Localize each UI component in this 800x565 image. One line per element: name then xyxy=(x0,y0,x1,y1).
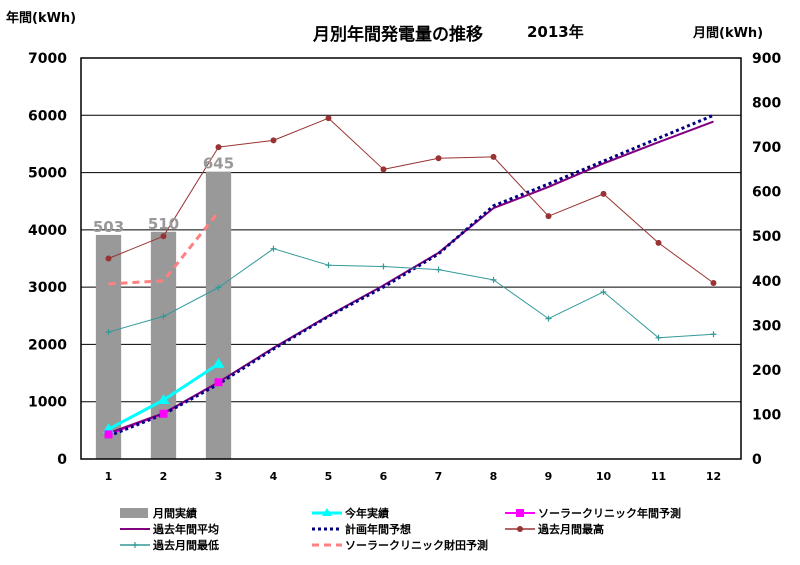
legend-item: 過去月間最低 xyxy=(120,538,219,552)
series-line-4 xyxy=(108,117,714,284)
series-4-point xyxy=(490,153,497,160)
bar-value-label: 503 xyxy=(93,218,124,236)
right-tick-label: 100 xyxy=(752,407,781,423)
plot-border xyxy=(80,57,742,460)
x-tick-label: 5 xyxy=(325,470,333,483)
x-tick-label: 4 xyxy=(270,470,278,483)
left-axis-label: 年間(kWh) xyxy=(6,10,76,26)
legend-marker xyxy=(517,526,523,532)
series-5-point xyxy=(160,313,167,320)
series-5-point xyxy=(270,245,277,252)
series-4-point xyxy=(545,213,552,220)
x-tick-label: 3 xyxy=(215,470,223,483)
series-4-point xyxy=(160,233,167,240)
series-5-point xyxy=(490,276,497,283)
bar-3 xyxy=(205,171,232,459)
series-0-point xyxy=(212,357,225,368)
legend-item: ソーラークリニック年間予測 xyxy=(505,506,681,520)
legend-label: ソーラークリニック財田予測 xyxy=(345,538,488,552)
right-axis-label: 月間(kWh) xyxy=(692,26,763,41)
series-5-point xyxy=(215,284,222,291)
legend-marker xyxy=(132,542,138,548)
left-tick-label: 2000 xyxy=(28,337,67,353)
series-5-point xyxy=(545,315,552,322)
legend-marker xyxy=(516,509,524,517)
series-1-point xyxy=(159,409,168,418)
legend-swatch xyxy=(120,508,148,518)
series-5-point xyxy=(105,329,112,336)
legend-marker xyxy=(322,508,332,516)
bar-value-label: 645 xyxy=(203,155,234,173)
chart-title: 月別年間発電量の推移 xyxy=(312,24,483,45)
x-tick-label: 11 xyxy=(651,470,666,483)
series-line-5 xyxy=(108,248,714,339)
legend-label: 月間実績 xyxy=(152,506,197,520)
series-5-point xyxy=(325,262,332,269)
left-tick-label: 6000 xyxy=(28,108,67,124)
legend-label: 今年実績 xyxy=(344,506,389,520)
plot-area xyxy=(81,58,741,459)
bar-2 xyxy=(150,231,177,459)
right-tick-label: 200 xyxy=(752,363,781,379)
series-4-point xyxy=(380,166,387,173)
chart-year: 2013年 xyxy=(527,23,584,41)
right-tick-label: 400 xyxy=(752,274,781,290)
series-4-point xyxy=(600,190,607,197)
series-4-point xyxy=(655,239,662,246)
left-tick-label: 5000 xyxy=(28,166,67,182)
series-5-point xyxy=(435,266,442,273)
legend-item: 今年実績 xyxy=(312,506,389,520)
right-tick-label: 300 xyxy=(752,318,781,334)
bar-value-label: 510 xyxy=(148,215,179,233)
series-1-point xyxy=(104,430,113,439)
series-5-point xyxy=(655,334,662,341)
x-tick-label: 8 xyxy=(490,470,498,483)
series-line-6 xyxy=(108,210,220,286)
series-4-point xyxy=(435,155,442,162)
left-tick-label: 7000 xyxy=(28,51,67,67)
legend-item: 月間実績 xyxy=(120,506,197,520)
right-tick-label: 900 xyxy=(752,51,781,67)
legend-item: ソーラークリニック財田予測 xyxy=(312,538,488,552)
x-tick-label: 12 xyxy=(706,470,721,483)
right-tick-label: 500 xyxy=(752,229,781,245)
series-1-point xyxy=(214,378,223,387)
x-tick-label: 9 xyxy=(545,470,553,483)
x-tick-label: 10 xyxy=(596,470,612,483)
legend-item: 過去年間平均 xyxy=(120,522,219,536)
series-4-point xyxy=(325,115,332,122)
series-5-point xyxy=(600,288,607,295)
right-tick-label: 700 xyxy=(752,140,781,156)
x-tick-label: 7 xyxy=(435,470,443,483)
series-line-2 xyxy=(108,120,714,435)
left-tick-label: 0 xyxy=(57,452,67,468)
right-tick-label: 0 xyxy=(752,452,762,468)
legend-label: 過去月間最高 xyxy=(537,522,604,536)
legend-item: 計画年間予想 xyxy=(312,522,411,536)
x-tick-label: 6 xyxy=(380,470,388,483)
x-tick-label: 2 xyxy=(160,470,168,483)
bar-1 xyxy=(95,234,122,459)
series-5-point xyxy=(380,263,387,270)
series-4-point xyxy=(270,137,277,144)
right-tick-label: 800 xyxy=(752,96,781,112)
x-tick-label: 1 xyxy=(105,470,113,483)
series-4-point xyxy=(105,255,112,262)
right-tick-label: 600 xyxy=(752,185,781,201)
legend-label: 過去年間平均 xyxy=(152,522,219,536)
series-4-point xyxy=(710,280,717,287)
legend-label: 過去月間最低 xyxy=(152,538,219,552)
legend-label: 計画年間予想 xyxy=(345,522,411,536)
series-0-point xyxy=(157,393,170,404)
series-4-point xyxy=(215,144,222,151)
left-tick-label: 1000 xyxy=(28,395,67,411)
left-tick-label: 4000 xyxy=(28,223,67,239)
legend-item: 過去月間最高 xyxy=(505,522,604,536)
series-5-point xyxy=(710,331,717,338)
legend-label: ソーラークリニック年間予測 xyxy=(538,506,681,520)
left-tick-label: 3000 xyxy=(28,280,67,296)
